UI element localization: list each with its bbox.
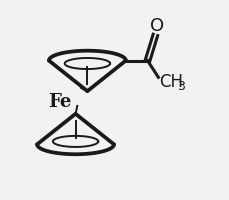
Text: CH: CH <box>158 73 183 91</box>
Text: O: O <box>150 17 164 35</box>
Text: Fe: Fe <box>48 93 71 111</box>
Text: 3: 3 <box>176 80 184 93</box>
